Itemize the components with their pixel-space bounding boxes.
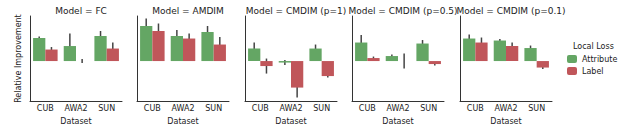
svg-text:SUN: SUN — [98, 104, 115, 113]
svg-text:CUB: CUB — [467, 104, 484, 113]
svg-text:AWA2: AWA2 — [64, 104, 87, 113]
svg-text:SUN: SUN — [420, 104, 437, 113]
svg-text:SUN: SUN — [205, 104, 222, 113]
svg-text:AWA2: AWA2 — [279, 104, 302, 113]
svg-text:CUB: CUB — [252, 104, 269, 113]
svg-text:SUN: SUN — [313, 104, 330, 113]
svg-text:Dataset: Dataset — [490, 117, 521, 126]
svg-text:Attribute: Attribute — [582, 55, 617, 64]
svg-text:Relative Improvement: Relative Improvement — [14, 14, 23, 103]
svg-text:Local Loss: Local Loss — [573, 42, 614, 51]
svg-text:Dataset: Dataset — [167, 117, 198, 126]
svg-text:CUB: CUB — [359, 104, 376, 113]
svg-text:AWA2: AWA2 — [171, 104, 194, 113]
svg-text:Label: Label — [582, 67, 604, 76]
svg-text:Model = CMDIM (p=0.1): Model = CMDIM (p=0.1) — [456, 6, 565, 16]
svg-text:Model = FC: Model = FC — [55, 6, 107, 16]
svg-text:Model = CMDIM (p=0.5): Model = CMDIM (p=0.5) — [348, 6, 457, 16]
svg-text:AWA2: AWA2 — [386, 104, 409, 113]
svg-text:Model = CMDIM (p=1): Model = CMDIM (p=1) — [246, 6, 347, 16]
svg-text:Dataset: Dataset — [60, 117, 91, 126]
svg-text:Model = AMDIM: Model = AMDIM — [152, 6, 224, 16]
svg-text:Dataset: Dataset — [275, 117, 306, 126]
svg-text:SUN: SUN — [528, 104, 545, 113]
svg-text:CUB: CUB — [37, 104, 54, 113]
svg-text:AWA2: AWA2 — [494, 104, 517, 113]
svg-text:Dataset: Dataset — [382, 117, 413, 126]
svg-text:CUB: CUB — [144, 104, 161, 113]
